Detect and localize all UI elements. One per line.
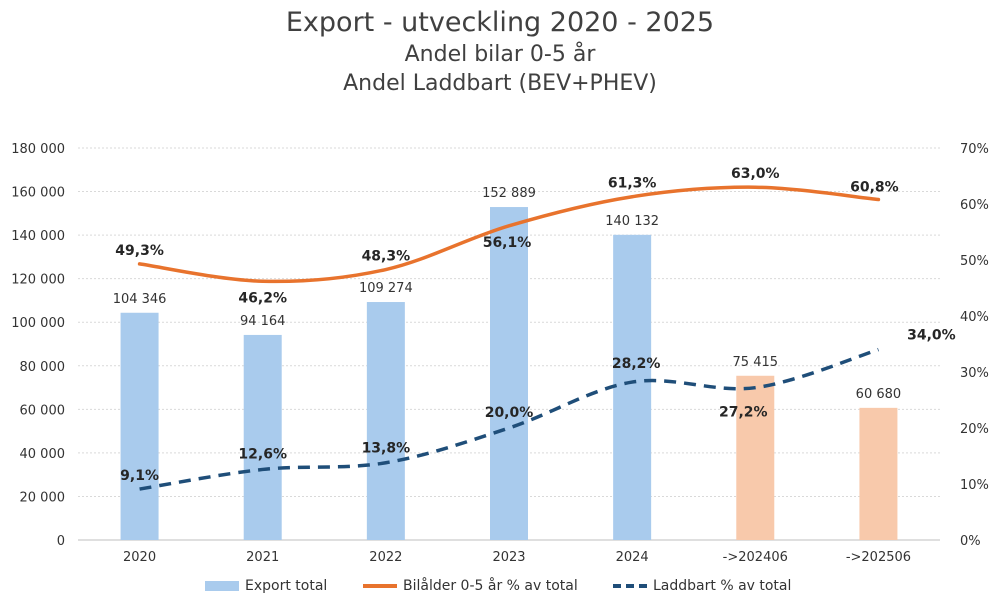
line-laddbart (139, 347, 879, 491)
bar-value-label: 109 274 (359, 281, 413, 296)
point-label-bilalder: 63,0% (731, 166, 780, 182)
point-label-bilalder: 46,2% (238, 290, 287, 306)
legend-item-export: Export total (205, 576, 327, 596)
x-tick-label: ->202406 (723, 550, 788, 565)
point-label-laddbart: 28,2% (612, 356, 661, 372)
y-left-tick-label: 120 000 (11, 273, 65, 288)
y-right-tick-label: 10% (960, 478, 989, 493)
bar-value-label: 94 164 (240, 314, 286, 329)
bar-value-label: 60 680 (856, 387, 902, 402)
y-right-tick-label: 40% (960, 310, 989, 325)
x-tick-label: 2024 (616, 550, 649, 565)
y-left-tick-label: 60 000 (20, 403, 66, 418)
legend-label-bilalder: Bilålder 0-5 år % av total (403, 578, 578, 594)
point-label-laddbart: 27,2% (719, 405, 768, 421)
y-left-tick-label: 100 000 (11, 316, 65, 331)
bar (366, 302, 405, 540)
bar (613, 234, 652, 540)
legend-swatch-export (205, 581, 239, 591)
chart-titles: Export - utveckling 2020 - 2025 Andel bi… (0, 6, 1000, 98)
legend: Export total Bilålder 0-5 år % av total … (0, 576, 1000, 596)
point-label-bilalder: 60,8% (850, 180, 899, 196)
bar (120, 312, 159, 540)
point-label-bilalder: 49,3% (115, 243, 164, 259)
y-right-tick-label: 70% (960, 142, 989, 157)
x-tick-label: ->202506 (846, 550, 911, 565)
bar-value-label: 152 889 (482, 186, 536, 201)
x-tick-label: 2021 (246, 550, 279, 565)
bar-value-label: 140 132 (605, 214, 659, 229)
line-bilalder (137, 185, 881, 284)
point-label-bilalder: 56,1% (483, 235, 532, 251)
chart-title: Export - utveckling 2020 - 2025 (285, 7, 715, 38)
legend-item-laddbart: Laddbart % av total (613, 576, 791, 596)
point-label-laddbart: 34,0% (907, 328, 956, 344)
legend-label-laddbart: Laddbart % av total (653, 578, 792, 594)
bar (859, 407, 898, 540)
point-label-bilalder: 48,3% (362, 249, 411, 265)
bar (736, 375, 775, 540)
y-right-tick-label: 20% (960, 422, 989, 437)
y-left-tick-label: 40 000 (20, 447, 66, 462)
y-right-tick-label: 60% (960, 198, 989, 213)
y-left-tick-label: 160 000 (11, 186, 65, 201)
legend-swatch-bilalder (363, 584, 397, 588)
y-left-tick-label: 140 000 (11, 229, 65, 244)
y-right-tick-label: 30% (960, 366, 989, 381)
y-left-tick-label: 80 000 (20, 360, 66, 375)
chart-subtitle-1: Andel bilar 0-5 år (404, 42, 596, 67)
x-tick-label: 2020 (123, 550, 156, 565)
point-label-laddbart: 9,1% (120, 468, 159, 484)
bar-value-label: 104 346 (113, 292, 167, 307)
legend-label-export: Export total (245, 578, 328, 594)
legend-swatch-laddbart (613, 584, 647, 588)
point-label-laddbart: 13,8% (362, 441, 411, 457)
point-label-bilalder: 61,3% (608, 176, 657, 192)
point-label-laddbart: 20,0% (485, 405, 534, 421)
chart-subtitle-2: Andel Laddbart (BEV+PHEV) (343, 71, 657, 96)
y-right-tick-label: 50% (960, 254, 989, 269)
bar (243, 334, 282, 540)
y-left-tick-label: 0 (57, 534, 65, 549)
bar-value-label: 75 415 (733, 355, 779, 370)
y-left-tick-label: 180 000 (11, 142, 65, 157)
bar (490, 207, 528, 540)
y-left-tick-label: 20 000 (20, 490, 66, 505)
x-tick-label: 2022 (369, 550, 402, 565)
point-label-laddbart: 12,6% (238, 446, 287, 462)
y-right-tick-label: 0% (960, 534, 981, 549)
x-tick-label: 2023 (492, 550, 525, 565)
legend-item-bilalder: Bilålder 0-5 år % av total (363, 576, 578, 596)
